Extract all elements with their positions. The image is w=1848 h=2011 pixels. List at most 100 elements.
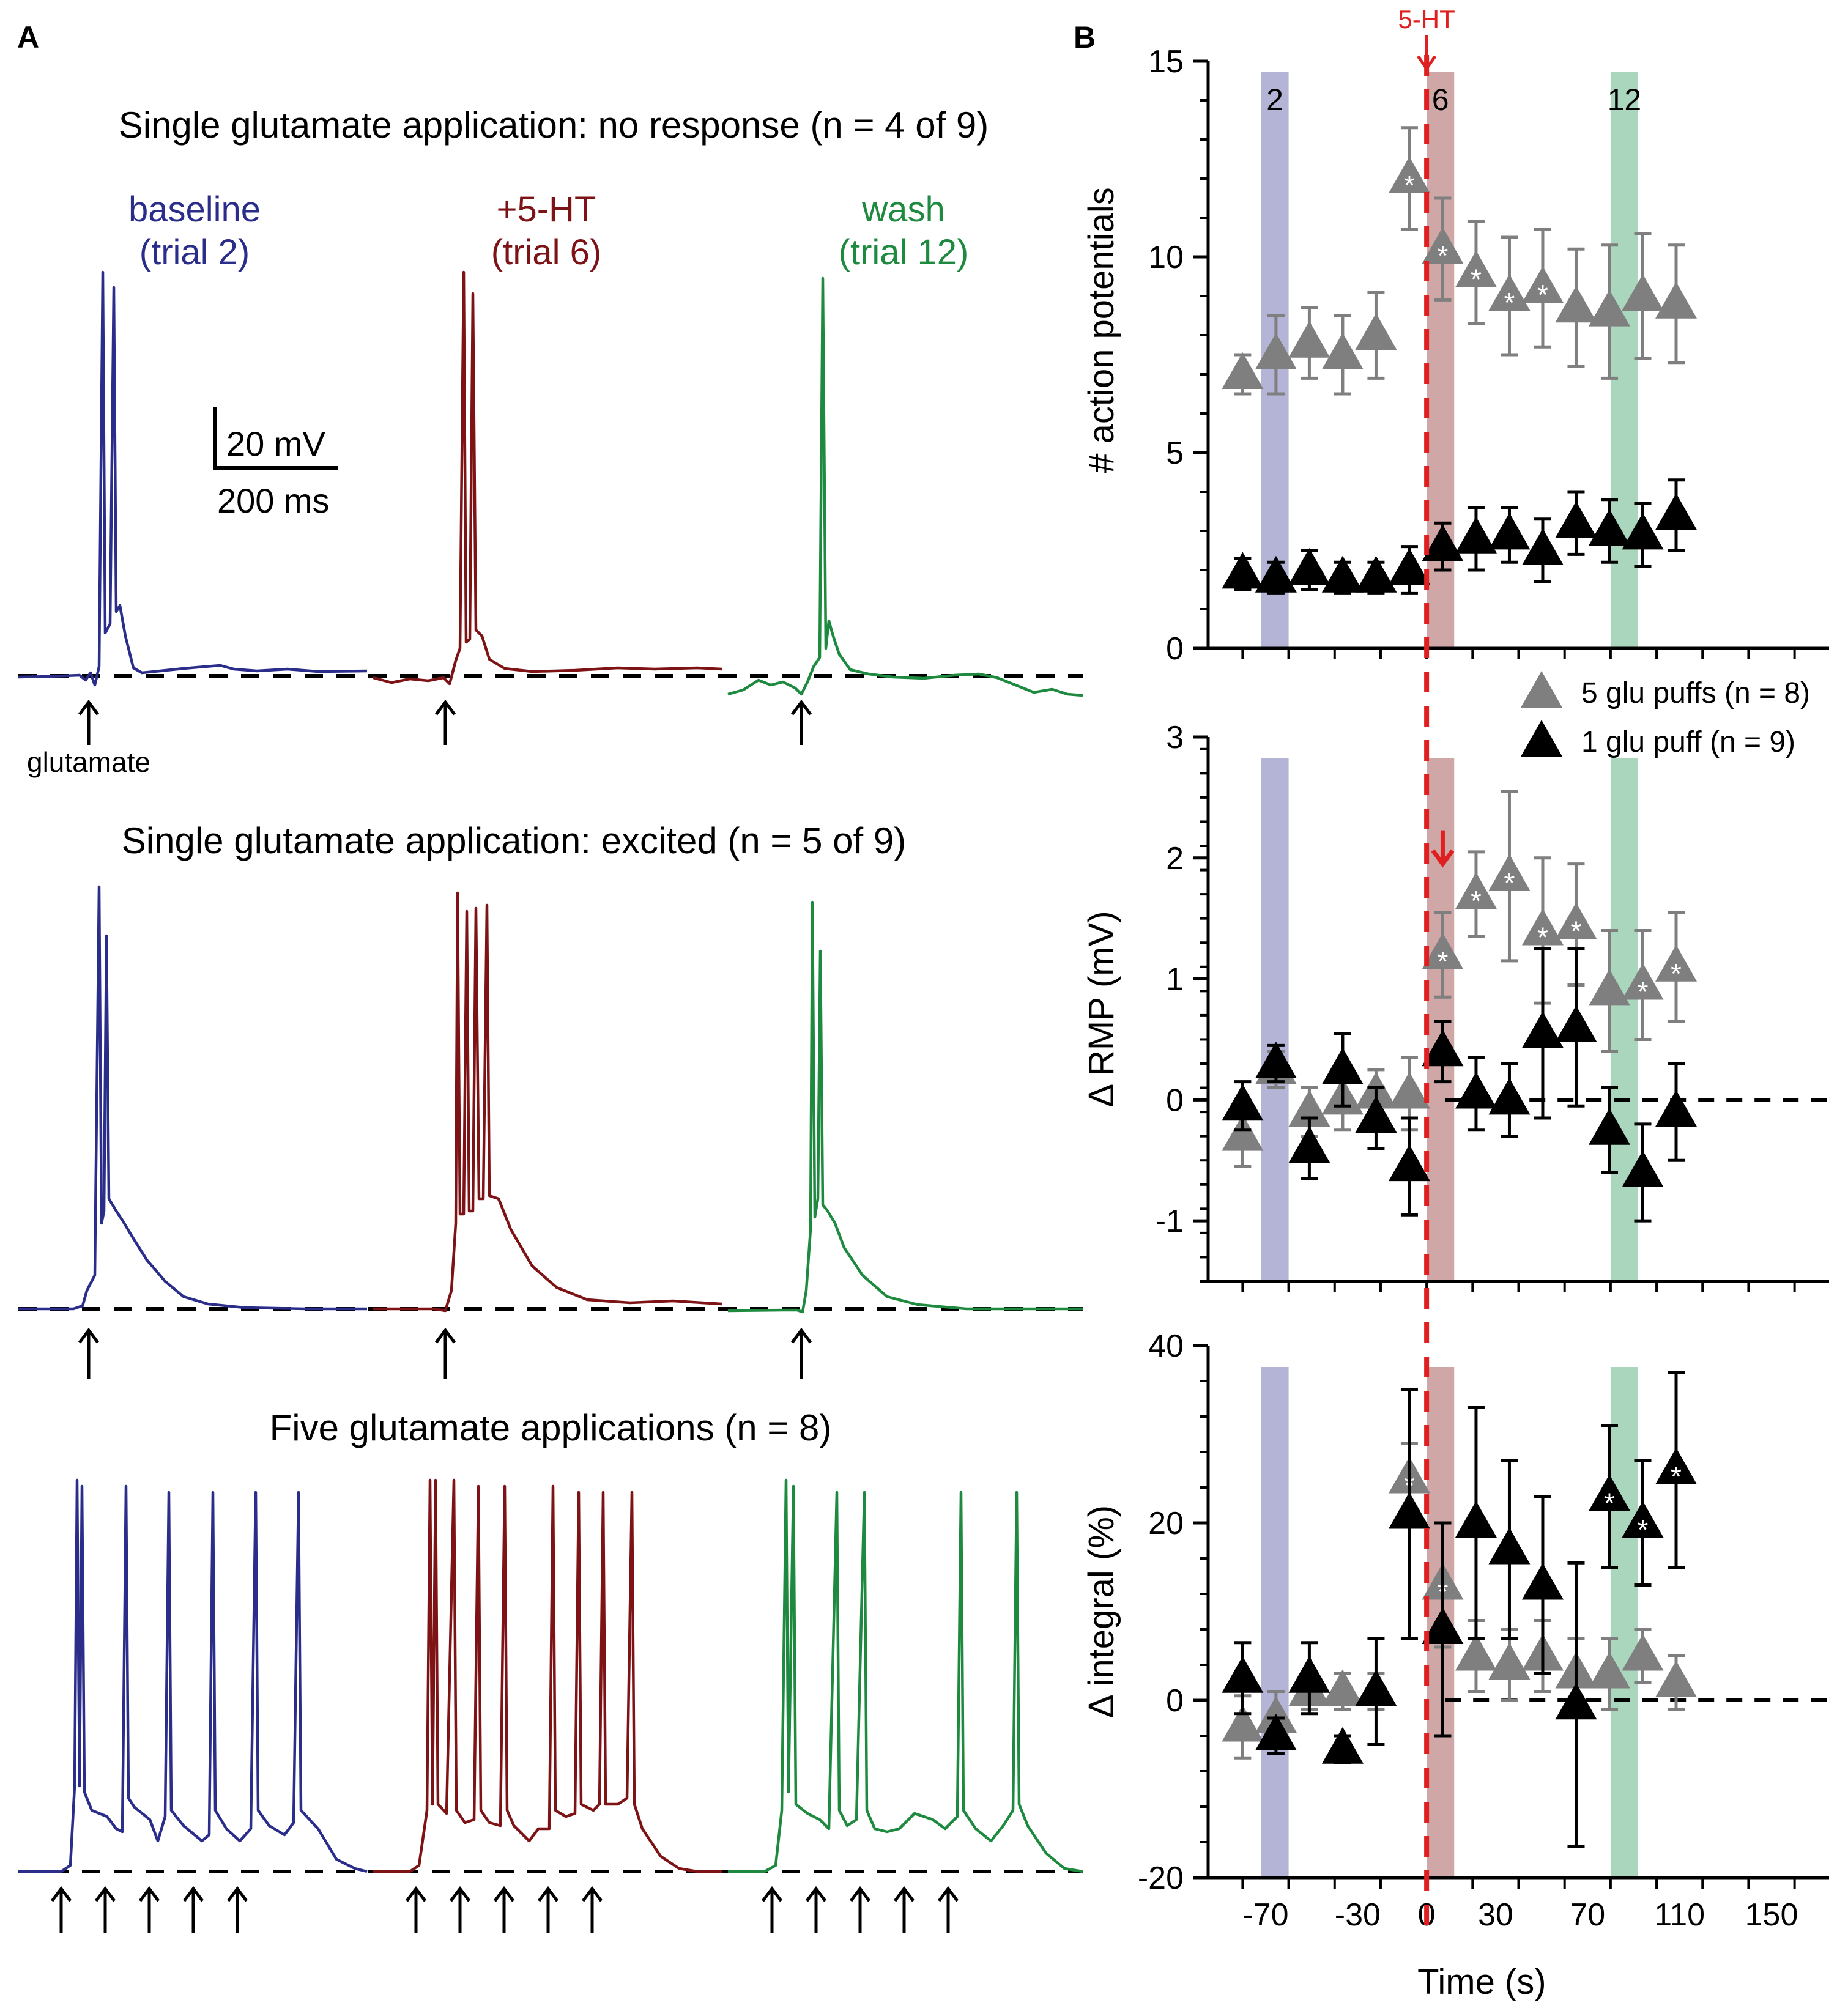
data-point-triangle	[1355, 555, 1397, 593]
data-point-triangle	[1622, 274, 1664, 311]
data-point-triangle	[1422, 524, 1464, 561]
trace-row1-baseline	[18, 270, 368, 687]
data-point-triangle	[1588, 1474, 1630, 1511]
y-tick-label: 10	[1148, 240, 1184, 275]
glutamate-arrow-icon	[435, 699, 456, 745]
y-tick-label: 0	[1166, 631, 1184, 667]
condition-baseline-trial: (trial 2)	[139, 232, 250, 272]
data-point-triangle	[1588, 289, 1630, 327]
legend-marker	[1521, 671, 1562, 708]
legend-entry: 1 glu puff (n = 9)	[1581, 726, 1795, 758]
data-point-triangle	[1222, 352, 1264, 389]
significance-asterisk: *	[1638, 976, 1649, 1007]
trace-row2-wash	[727, 900, 1083, 1314]
y-tick-label: 2	[1166, 841, 1184, 876]
treatment-label: 5-HT	[1398, 5, 1455, 34]
trace-row3-serotonin	[373, 1478, 722, 1873]
y-tick-label: 20	[1148, 1506, 1184, 1541]
data-point-triangle	[1288, 1126, 1330, 1163]
glutamate-arrow-icon	[894, 1886, 915, 1933]
legend: 5 glu puffs (n = 8) 1 glu puff (n = 9)	[1521, 671, 1810, 758]
data-point-triangle	[1555, 1005, 1597, 1042]
glutamate-arrow-icon	[762, 1886, 782, 1933]
significance-asterisk: *	[1671, 958, 1682, 990]
data-point-triangle	[1455, 1072, 1497, 1109]
data-point-triangle	[1555, 286, 1597, 323]
condition-band-label: 6	[1432, 83, 1449, 117]
data-point-triangle	[1655, 493, 1698, 530]
data-point-triangle	[1288, 1090, 1330, 1127]
x-tick-label: 150	[1745, 1897, 1798, 1933]
significance-asterisk: *	[1537, 921, 1548, 953]
data-point-triangle	[1521, 1563, 1564, 1600]
data-point-triangle	[1455, 1634, 1497, 1671]
y-tick-label: 5	[1166, 435, 1184, 471]
y-tick-label: 0	[1166, 1083, 1184, 1118]
data-point-triangle	[1521, 908, 1564, 946]
data-point-triangle	[1622, 1150, 1664, 1187]
condition-serotonin-name: +5-HT	[497, 190, 596, 229]
data-point-triangle	[1521, 266, 1564, 303]
glutamate-arrow-icon	[791, 1327, 812, 1379]
data-point-triangle	[1388, 1144, 1430, 1182]
scale-bar-lines	[213, 407, 338, 470]
significance-asterisk: *	[1638, 1514, 1649, 1546]
data-point-triangle	[1388, 548, 1430, 585]
data-point-triangle	[1255, 333, 1297, 369]
row3-glutamate-arrows	[51, 1886, 959, 1933]
glutamate-label: glutamate	[27, 746, 150, 778]
annotation-arrow-icon	[1431, 830, 1455, 868]
y-tick-label: 15	[1148, 44, 1184, 80]
data-point-triangle	[1655, 1661, 1698, 1697]
significance-asterisk: *	[1504, 287, 1515, 319]
glutamate-arrow-icon	[938, 1886, 959, 1933]
data-point-triangle	[1555, 501, 1597, 538]
glutamate-arrow-icon	[791, 699, 812, 745]
trace-row3-wash	[728, 1478, 1083, 1873]
glutamate-arrow-icon	[582, 1886, 603, 1933]
significance-asterisk: *	[1471, 885, 1482, 917]
significance-asterisk: *	[1604, 1487, 1615, 1519]
glutamate-arrow-icon	[494, 1886, 514, 1933]
data-point-triangle	[1655, 281, 1698, 319]
y-axis-label: Δ RMP (mV)	[1082, 911, 1121, 1107]
glutamate-arrow-icon	[227, 1886, 248, 1933]
data-point-triangle	[1222, 1114, 1264, 1151]
plot-action-potentials: 2 6 12 0 5 10 15 # action potentials * * * * *	[1082, 44, 1829, 667]
condition-band	[1261, 1367, 1289, 1878]
panel-a-label: A	[17, 20, 39, 54]
significance-asterisk: *	[1504, 867, 1515, 898]
trace-row1-wash	[727, 276, 1083, 697]
data-point-triangle	[1588, 969, 1630, 1006]
trace-baselines	[18, 674, 1083, 1873]
data-point-triangle	[1488, 274, 1531, 311]
legend-entry: 5 glu puffs (n = 8)	[1581, 677, 1810, 709]
row-3-title: Five glutamate applications (n = 8)	[270, 1407, 832, 1448]
data-point-triangle	[1388, 157, 1430, 193]
trace-row2-serotonin	[373, 891, 722, 1313]
glutamate-arrow-icon	[78, 699, 99, 745]
legend-marker	[1521, 720, 1562, 757]
data-point-triangle	[1222, 1084, 1264, 1121]
data-point-triangle	[1321, 333, 1364, 369]
data-point-triangle	[1288, 548, 1330, 585]
glutamate-arrow-icon	[450, 1886, 470, 1933]
y-tick-label: 3	[1166, 720, 1184, 755]
glutamate-arrow-icon	[183, 1886, 204, 1933]
data-point-triangle	[1388, 1492, 1430, 1529]
significance-asterisk: *	[1537, 279, 1548, 311]
y-tick-label: 0	[1166, 1683, 1184, 1719]
significance-asterisk: *	[1404, 169, 1415, 201]
significance-asterisk: *	[1437, 240, 1448, 272]
x-tick-label: 30	[1478, 1897, 1513, 1933]
data-point-triangle	[1455, 1501, 1497, 1538]
panel-a: A Single glutamate application: no respo…	[17, 20, 1083, 1933]
x-tick-label: -70	[1242, 1897, 1288, 1933]
data-point-triangle	[1455, 516, 1497, 554]
y-tick-label: -20	[1138, 1861, 1184, 1896]
data-point-triangle	[1455, 250, 1497, 287]
data-point-triangle	[1422, 933, 1464, 969]
significance-asterisk: *	[1471, 264, 1482, 295]
